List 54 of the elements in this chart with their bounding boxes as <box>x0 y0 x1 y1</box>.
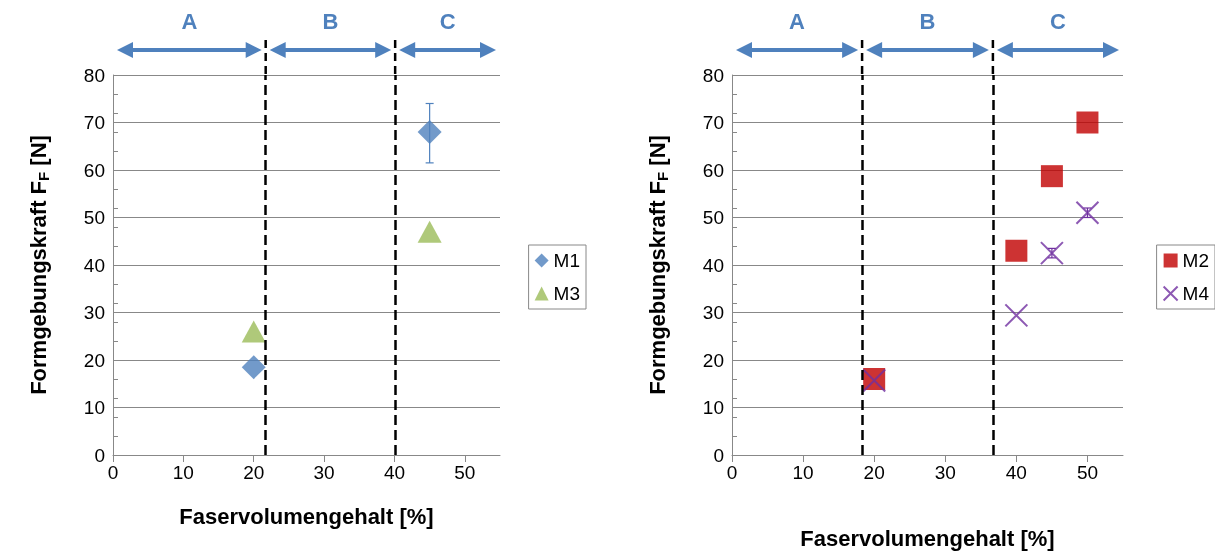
y-tick-label: 40 <box>83 254 105 276</box>
text: C <box>439 8 456 34</box>
legend-label: M1 <box>553 250 581 271</box>
y-tick-label: 10 <box>83 397 105 418</box>
y-tick-label: 20 <box>83 349 105 371</box>
legend-label: M4 <box>1182 283 1210 304</box>
x-tick-label: 40 <box>1005 462 1027 483</box>
y-tick-label: 10 <box>702 397 724 418</box>
y-tick-label: 70 <box>83 112 105 133</box>
text: C <box>1050 8 1067 34</box>
text: B <box>919 8 936 34</box>
x-tick-label: 10 <box>172 462 194 483</box>
point <box>417 220 442 243</box>
text: A <box>181 8 198 34</box>
point <box>241 355 266 380</box>
x-axis-title: Faservolumengehalt [%] <box>179 503 434 529</box>
legend-label: M3 <box>553 283 581 304</box>
x-tick-label: 40 <box>383 462 406 483</box>
x-tick-label: 0 <box>726 462 738 483</box>
y-tick-label: 60 <box>702 159 724 181</box>
y-tick-label: 80 <box>702 64 724 86</box>
y-tick-label: 30 <box>83 302 105 323</box>
text: B <box>322 8 339 34</box>
x-tick-label: 50 <box>1076 462 1099 483</box>
x-tick-label: 50 <box>454 462 476 483</box>
x-axis-title: Faservolumengehalt [%] <box>800 525 1055 551</box>
y-tick-label: 80 <box>83 64 105 86</box>
legend-label: M2 <box>1182 250 1210 271</box>
point <box>241 320 266 343</box>
x-tick-label: 20 <box>863 462 885 483</box>
point <box>1040 165 1063 188</box>
x-tick-label: 0 <box>107 462 119 483</box>
point <box>1004 303 1029 328</box>
x-tick-label: 30 <box>313 462 335 483</box>
point <box>1076 111 1099 134</box>
y-axis-title: Formgebungskraft FF [N] <box>645 135 671 395</box>
y-tick-label: 50 <box>702 207 724 228</box>
x-tick-label: 20 <box>243 462 265 483</box>
y-axis-title: Formgebungskraft FF [N] <box>26 135 52 395</box>
point <box>1005 239 1028 262</box>
x-tick-label: 30 <box>934 462 956 483</box>
x-tick-label: 10 <box>792 462 814 483</box>
y-tick-label: 0 <box>713 444 724 466</box>
y-tick-label: 30 <box>702 302 724 323</box>
text: A <box>789 8 806 34</box>
y-tick-label: 60 <box>83 159 105 181</box>
y-tick-label: 0 <box>94 444 105 466</box>
y-tick-label: 20 <box>702 349 724 371</box>
point <box>1075 200 1100 225</box>
y-tick-label: 40 <box>702 254 724 276</box>
y-tick-label: 70 <box>702 112 724 133</box>
y-tick-label: 50 <box>83 207 105 228</box>
point <box>417 120 442 144</box>
point <box>1039 241 1064 266</box>
